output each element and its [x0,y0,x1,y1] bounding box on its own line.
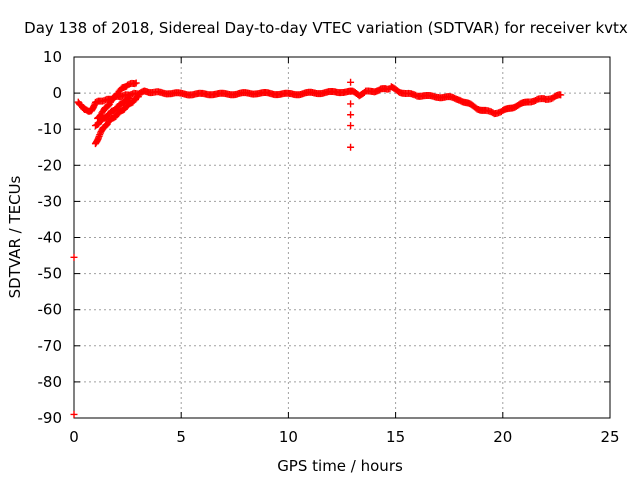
y-tick-label: -10 [38,120,63,138]
data-point [347,122,355,130]
y-tick-label: 10 [43,48,62,66]
y-tick-label: -50 [38,265,63,283]
data-point [347,87,355,95]
y-tick-label: -20 [38,156,63,174]
x-tick-label: 5 [176,428,186,446]
x-axis-title: GPS time / hours [277,457,403,475]
x-tick-label: 20 [493,428,512,446]
y-tick-label: -90 [38,409,63,427]
y-tick-label: -30 [38,192,63,210]
y-tick-label: -60 [38,301,63,319]
axis-ticks: 0 5 10 15 20 25 10 0 -10 -20 -30 -40 -50 -60 -70 -80 -90 [38,48,620,446]
y-tick-label: -80 [38,373,63,391]
data-point [96,131,104,139]
y-tick-label: -70 [38,337,63,355]
y-tick-label: 0 [52,84,62,102]
grid [74,57,610,418]
data-point [134,93,142,101]
y-tick-label: -40 [38,229,63,247]
data-point [126,95,134,103]
data-point [347,143,355,151]
data-point [70,253,78,261]
data-point [347,111,355,119]
x-tick-label: 0 [69,428,79,446]
data-point [132,79,140,87]
chart-title: Day 138 of 2018, Sidereal Day-to-day VTE… [24,19,628,37]
data-points [70,78,565,418]
data-point [70,410,78,418]
x-tick-label: 15 [386,428,405,446]
data-point [347,78,355,86]
x-tick-label: 25 [600,428,619,446]
data-point [347,100,355,108]
data-point [557,91,565,99]
y-axis-title: SDTVAR / TECUs [6,175,24,298]
x-tick-label: 10 [279,428,298,446]
